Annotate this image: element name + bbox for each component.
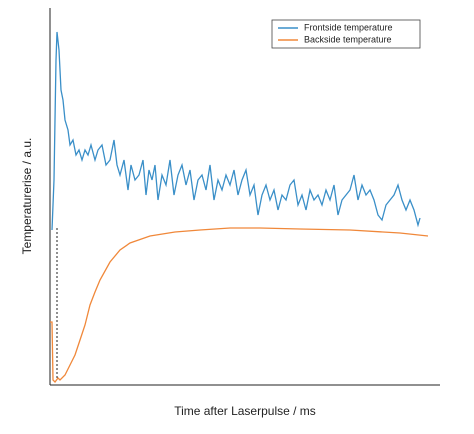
legend-label: Backside temperature: [304, 34, 392, 44]
y-axis-label: Temperaturerise / a.u.: [20, 138, 34, 255]
data-line: [51, 31, 421, 231]
data-line: [50, 227, 429, 383]
legend-box: [271, 19, 421, 49]
legend-label: Frontside temperature: [304, 22, 393, 32]
x-axis-label: Time after Laserpulse / ms: [174, 404, 316, 418]
